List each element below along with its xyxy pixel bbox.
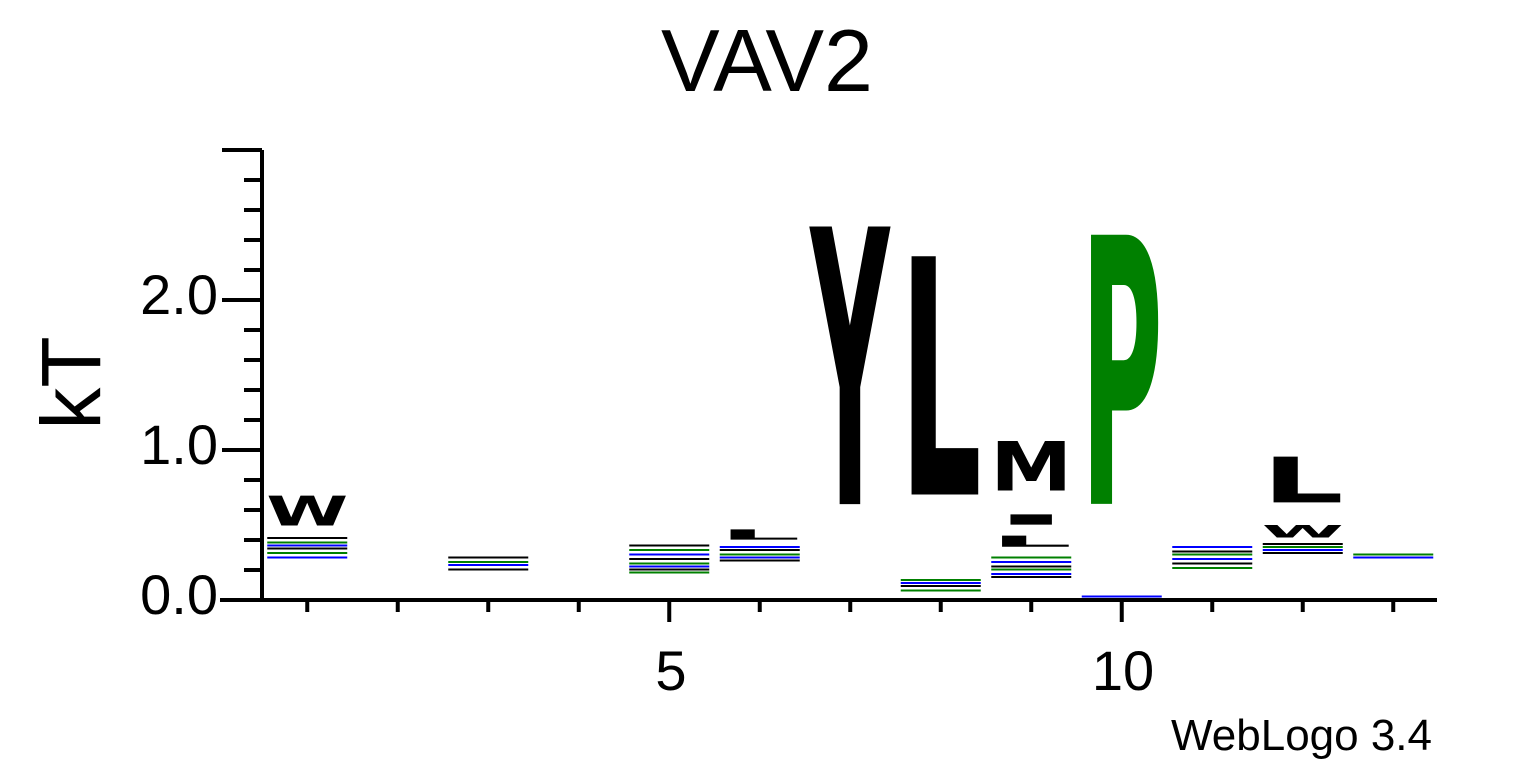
residue-line-pos-6 xyxy=(719,546,800,548)
residue-line-pos-9 xyxy=(991,561,1072,563)
logo-letter-w-pos-12: W xyxy=(1262,522,1344,541)
x-axis-ticks xyxy=(305,600,1396,622)
residue-line-pos-11 xyxy=(1172,562,1253,565)
y-tick-label-1: 1.0 xyxy=(140,413,218,476)
x-tick-label-5: 5 xyxy=(655,639,686,702)
residue-line-pos-1 xyxy=(267,537,348,539)
residue-line-pos-12 xyxy=(1262,543,1343,545)
residue-line-pos-6 xyxy=(719,559,800,562)
logo-letter-y-pos-7: Y xyxy=(809,152,891,595)
logo-letter-i-pos-9: I xyxy=(990,512,1072,528)
residue-line-pos-9 xyxy=(991,556,1072,559)
residue-line-pos-12 xyxy=(1262,549,1343,551)
residue-line-pos-3 xyxy=(448,564,529,566)
logo-letter-l-pos-9: L xyxy=(990,533,1072,551)
y-tick-label-0: 0.0 xyxy=(140,563,218,626)
residue-line-pos-5 xyxy=(629,568,710,571)
residue-line-pos-8 xyxy=(900,589,981,592)
residue-line-pos-6 xyxy=(719,556,800,559)
residue-line-pos-1 xyxy=(267,547,348,550)
logo-letter-l-pos-12: L xyxy=(1262,444,1344,517)
y-axis-ticks xyxy=(222,148,262,602)
residue-line-pos-5 xyxy=(629,562,710,565)
y-axis-label: kT xyxy=(24,336,118,429)
logo-letter-l-pos-6: L xyxy=(719,527,801,543)
residue-line-pos-8 xyxy=(900,582,981,584)
residue-line-pos-11 xyxy=(1172,553,1253,556)
residue-line-pos-8 xyxy=(900,585,981,587)
residue-line-pos-9 xyxy=(991,568,1072,571)
letter-stacks: W L Y L LIM P WL xyxy=(266,152,1343,595)
residue-line-pos-10 xyxy=(1081,595,1162,598)
residue-line-pos-3 xyxy=(448,556,529,559)
residue-line-pos-11 xyxy=(1172,550,1253,553)
x-tick-label-10: 10 xyxy=(1092,639,1154,702)
residue-line-pos-11 xyxy=(1172,567,1253,569)
residue-line-pos-3 xyxy=(448,561,529,563)
residue-line-pos-5 xyxy=(629,571,710,574)
residue-line-pos-1 xyxy=(267,544,348,547)
residue-line-pos-12 xyxy=(1262,546,1343,548)
residue-line-pos-3 xyxy=(448,568,529,571)
weblogo-version-footer: WebLogo 3.4 xyxy=(1171,711,1432,760)
logo-letter-p-pos-10: P xyxy=(1081,163,1163,592)
low-weight-residue-lines xyxy=(267,537,1434,598)
residue-line-pos-11 xyxy=(1172,546,1253,548)
residue-line-pos-13 xyxy=(1353,553,1434,556)
residue-line-pos-5 xyxy=(629,544,710,547)
residue-line-pos-1 xyxy=(267,556,348,559)
residue-line-pos-5 xyxy=(629,558,710,560)
logo-letter-l-pos-8: L xyxy=(900,191,982,573)
residue-line-pos-12 xyxy=(1262,552,1343,554)
logo-letter-m-pos-9: M xyxy=(990,428,1072,507)
residue-line-pos-1 xyxy=(267,552,348,554)
residue-line-pos-5 xyxy=(629,565,710,568)
residue-line-pos-5 xyxy=(629,553,710,556)
residue-line-pos-9 xyxy=(991,573,1072,575)
residue-line-pos-8 xyxy=(900,579,981,581)
residue-line-pos-13 xyxy=(1353,556,1434,559)
chart-title: VAV2 xyxy=(661,11,873,110)
logo-letter-w-pos-1: W xyxy=(266,488,348,536)
residue-line-pos-9 xyxy=(991,576,1072,578)
residue-line-pos-1 xyxy=(267,541,348,544)
y-tick-label-2: 2.0 xyxy=(140,263,218,326)
residue-line-pos-11 xyxy=(1172,558,1253,560)
residue-line-pos-6 xyxy=(719,553,800,556)
residue-line-pos-9 xyxy=(991,565,1072,568)
residue-line-pos-5 xyxy=(629,549,710,551)
residue-line-pos-6 xyxy=(719,549,800,551)
